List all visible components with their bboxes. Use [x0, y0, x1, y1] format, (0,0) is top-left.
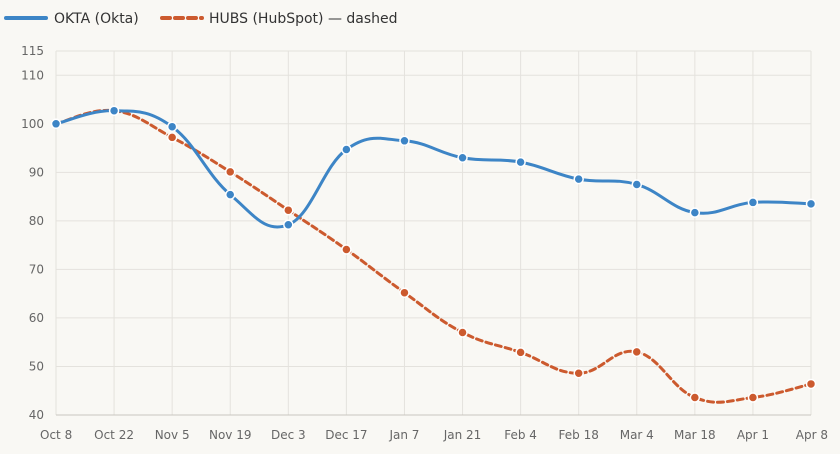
data-point-hubs[interactable] — [224, 166, 236, 178]
y-tick-label: 60 — [29, 311, 44, 325]
x-tick-label: Oct 8 — [40, 428, 72, 442]
x-tick-label: Jan 21 — [443, 428, 482, 442]
y-tick-label: 115 — [21, 44, 44, 58]
x-tick-label: Jan 7 — [388, 428, 419, 442]
x-tick-label: Mar 4 — [620, 428, 654, 442]
data-point-hubs[interactable] — [805, 378, 817, 390]
data-point-okta[interactable] — [399, 135, 410, 147]
legend: OKTA (Okta) HUBS (HubSpot) — dashed — [4, 11, 398, 27]
data-point-hubs[interactable] — [631, 346, 643, 358]
series-line-hubs — [54, 108, 813, 404]
data-point-hubs[interactable] — [747, 392, 759, 403]
x-tick-label: Dec 3 — [271, 428, 306, 442]
data-point-okta[interactable] — [805, 198, 817, 210]
data-point-okta[interactable] — [747, 197, 759, 208]
y-tick-label: 80 — [29, 214, 44, 228]
y-tick-label: 90 — [29, 165, 44, 179]
axes: 40 50 60 70 80 90 100 110 115 Oct 8 Oct 22 Nov 5 Nov… — [21, 44, 828, 442]
legend-label-hubs: HUBS (HubSpot) — dashed — [209, 11, 398, 27]
y-tick-label: 100 — [21, 117, 44, 131]
data-point-okta[interactable] — [573, 173, 584, 185]
y-tick-label: 40 — [29, 408, 44, 422]
x-tick-label: Feb 18 — [559, 428, 599, 442]
grid — [55, 50, 812, 416]
data-point-okta[interactable] — [283, 219, 294, 230]
data-point-hubs[interactable] — [399, 287, 410, 298]
data-point-hubs[interactable] — [166, 132, 178, 143]
data-point-okta[interactable] — [108, 105, 120, 116]
data-point-okta[interactable] — [224, 189, 236, 200]
x-tick-label: Feb 4 — [504, 428, 537, 442]
y-tick-label: 50 — [29, 359, 44, 373]
data-point-okta[interactable] — [689, 207, 701, 218]
data-point-okta[interactable] — [457, 152, 468, 164]
legend-item-okta[interactable]: OKTA (Okta) — [4, 11, 139, 27]
x-tick-label: Mar 18 — [674, 428, 716, 442]
legend-item-hubs[interactable]: HUBS (HubSpot) — dashed — [160, 11, 398, 27]
series-line-okta — [54, 109, 813, 229]
data-point-okta[interactable] — [515, 156, 526, 168]
y-tick-label: 110 — [21, 68, 44, 82]
data-point-hubs[interactable] — [341, 244, 352, 255]
data-point-okta[interactable] — [166, 121, 178, 132]
x-tick-label: Apr 8 — [796, 428, 828, 442]
x-tick-label: Oct 22 — [94, 428, 134, 442]
series — [50, 105, 817, 404]
data-point-okta[interactable] — [631, 179, 643, 190]
x-tick-label: Nov 19 — [209, 428, 252, 442]
data-point-hubs[interactable] — [515, 347, 526, 358]
x-tick-label: Dec 17 — [325, 428, 367, 442]
y-tick-label: 70 — [29, 262, 44, 276]
data-point-hubs[interactable] — [689, 392, 701, 403]
x-tick-label: Apr 1 — [737, 428, 769, 442]
data-point-okta[interactable] — [341, 144, 352, 155]
data-point-hubs[interactable] — [573, 368, 584, 379]
data-point-hubs[interactable] — [283, 204, 294, 216]
data-point-okta[interactable] — [50, 118, 62, 130]
legend-label-okta: OKTA (Okta) — [54, 11, 139, 27]
data-point-hubs[interactable] — [457, 327, 468, 338]
x-tick-label: Nov 5 — [155, 428, 190, 442]
